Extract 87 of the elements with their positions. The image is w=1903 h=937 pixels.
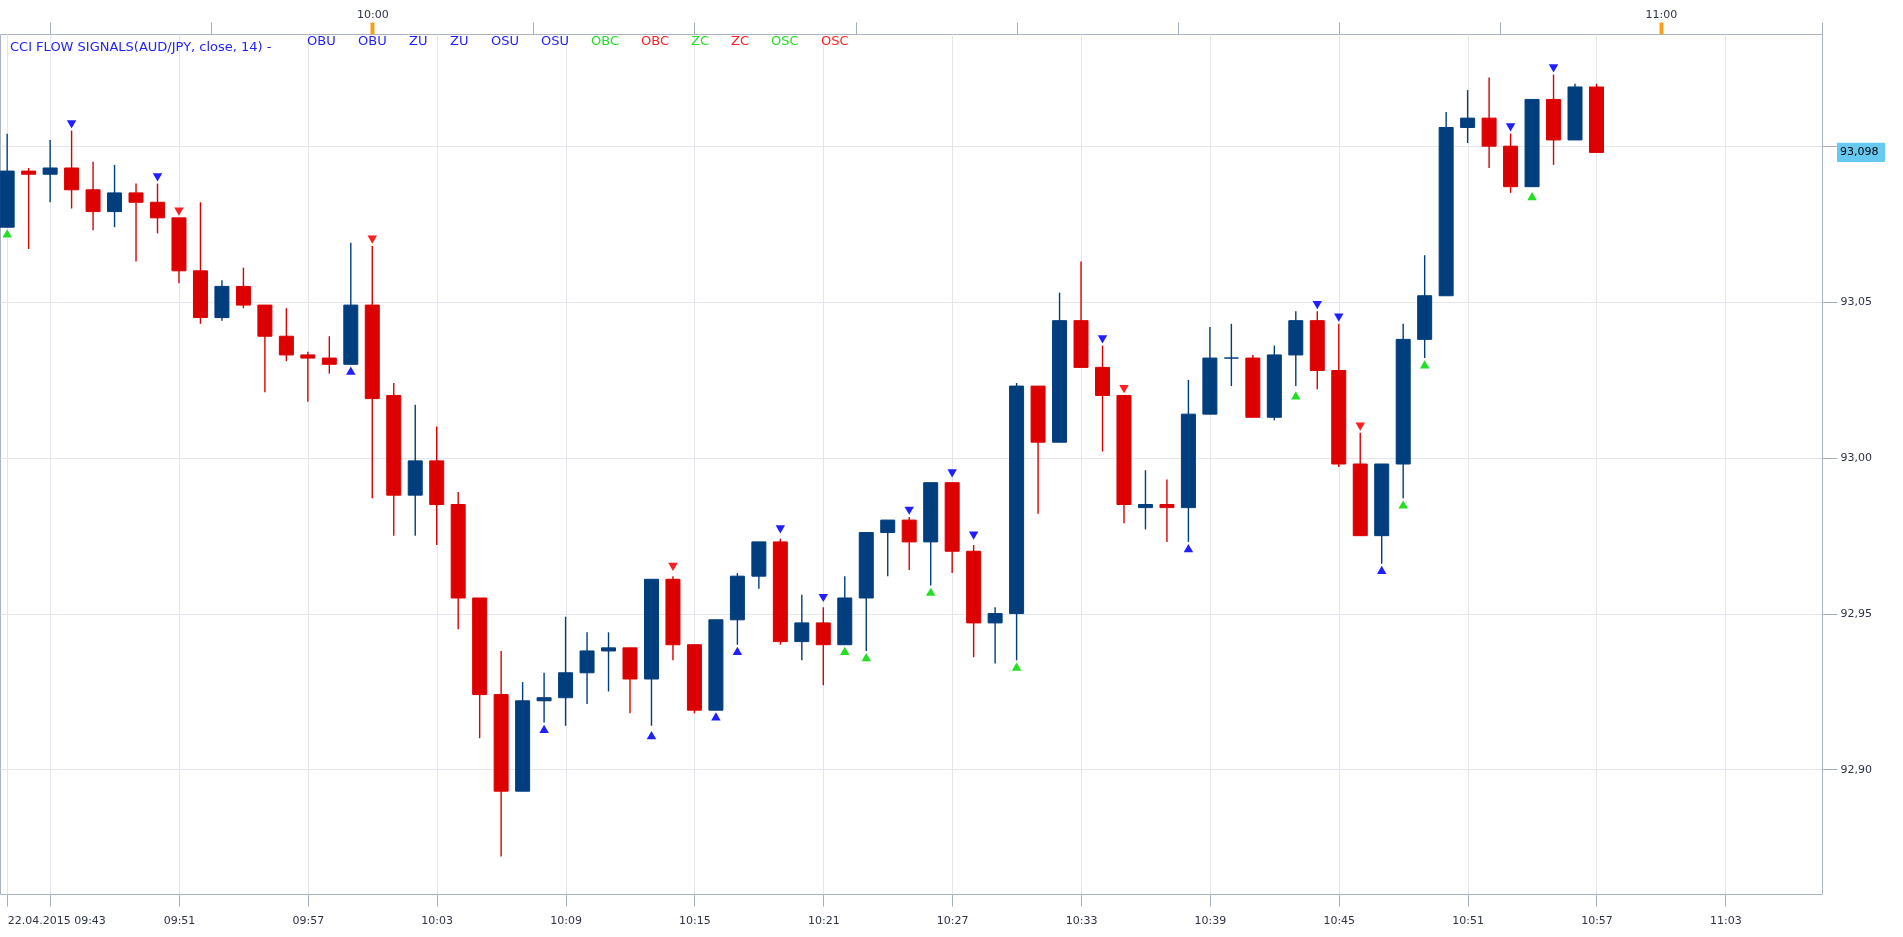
x-tick-label: 10:51 <box>1452 913 1484 927</box>
text: OBU <box>307 32 336 48</box>
point <box>1334 313 1344 322</box>
point <box>1183 544 1194 553</box>
legend-label: OBU <box>358 32 387 48</box>
point <box>775 525 786 534</box>
text: ZC <box>691 32 709 48</box>
candlestick <box>901 516 917 571</box>
candlestick <box>85 161 101 231</box>
point <box>66 120 77 129</box>
point <box>818 593 829 603</box>
point <box>1312 300 1323 310</box>
point <box>1548 64 1559 73</box>
candlestick <box>579 631 595 705</box>
x-tick-label: 10:27 <box>936 913 969 927</box>
y-tick-label: 93,05 <box>1840 295 1872 309</box>
candlestick <box>321 335 337 375</box>
point <box>1527 191 1537 201</box>
point <box>1119 385 1129 394</box>
x2-tick-label: 10:00 <box>356 7 389 21</box>
y-tick-label: 92,90 <box>1840 762 1872 776</box>
x-tick-label: 10:21 <box>807 913 840 927</box>
candlestick <box>1223 323 1239 387</box>
x-tick-label: 10:33 <box>1065 913 1098 927</box>
candlestick <box>300 351 316 403</box>
x-tick-label: 10:57 <box>1581 913 1613 927</box>
x-tick-label: 09:57 <box>292 913 325 927</box>
legend-label: OBC <box>591 32 619 48</box>
point <box>1011 662 1022 671</box>
point <box>1505 123 1516 132</box>
point <box>1419 360 1430 369</box>
point <box>346 366 356 375</box>
point <box>2 229 12 238</box>
candlestick <box>1460 89 1476 144</box>
point <box>668 562 678 571</box>
candlestick <box>235 267 251 309</box>
point <box>152 173 163 182</box>
point <box>539 724 549 733</box>
point <box>861 653 871 662</box>
point <box>1097 335 1108 344</box>
x-tick-label: 11:03 <box>1710 913 1742 927</box>
point <box>840 646 850 656</box>
y-tick-label: 92,95 <box>1840 607 1872 621</box>
candlestick <box>278 307 294 362</box>
candlestick <box>42 139 58 203</box>
legend-label: ZU <box>409 32 428 48</box>
text: 93,098 <box>1840 145 1879 159</box>
candlestick <box>794 594 810 661</box>
candlestick <box>536 672 552 724</box>
x-tick-label: 10:03 <box>421 913 454 927</box>
point <box>1291 391 1301 400</box>
candlestick <box>987 606 1003 665</box>
x-tick-label: 10:45 <box>1323 913 1356 927</box>
candlestick <box>880 519 896 577</box>
legend-label: OBC <box>641 32 669 48</box>
candlestick <box>1159 478 1175 543</box>
candlestick <box>815 606 831 686</box>
point <box>904 506 914 515</box>
candlestick <box>150 182 165 235</box>
legend-label: OSU <box>491 32 519 48</box>
x-tick-label: 09:51 <box>163 913 196 927</box>
candlestick <box>601 631 617 693</box>
x-tick-label: 10:15 <box>679 913 711 927</box>
candlestick <box>21 167 37 250</box>
legend-label: OSU <box>541 32 569 48</box>
text: ZC <box>731 32 749 48</box>
x-tick-label: 10:39 <box>1194 913 1227 927</box>
point <box>947 469 957 478</box>
point <box>646 730 657 740</box>
x2-tick-label: 11:00 <box>1645 7 1678 21</box>
point <box>1398 500 1408 509</box>
point <box>925 587 936 596</box>
y-tick-label: 93,00 <box>1840 451 1872 465</box>
point <box>732 646 743 656</box>
legend-title: CCI FLOW SIGNALS(AUD/JPY, close, 14) - <box>10 39 272 54</box>
x-tick-label: 22.04.2015 09:43 <box>7 913 106 927</box>
point <box>711 712 721 721</box>
legend-label: OSC <box>821 32 849 48</box>
candlestick <box>64 129 80 210</box>
candlestick <box>128 182 144 263</box>
x-tick-label: 10:09 <box>550 913 582 927</box>
point <box>1376 565 1387 575</box>
legend-label: OSC <box>771 32 799 48</box>
point <box>968 531 979 540</box>
candlestick <box>1137 469 1153 531</box>
candlestick <box>107 164 123 228</box>
legend-label: ZU <box>450 32 469 48</box>
